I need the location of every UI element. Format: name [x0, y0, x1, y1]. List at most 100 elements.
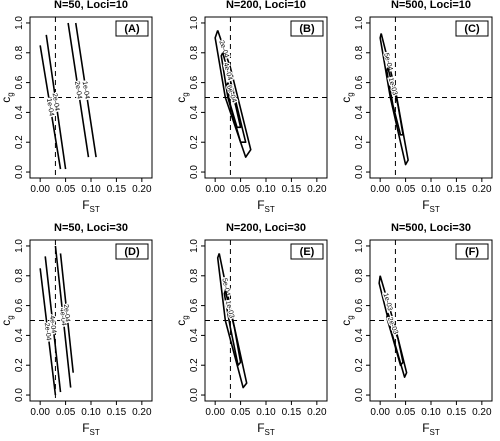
x-tick-label: 0.00: [30, 184, 50, 195]
panel-label: (B): [299, 23, 315, 35]
x-axis-label-main: F: [422, 198, 429, 212]
y-tick-label: 1.0: [354, 16, 365, 30]
contour-line: [220, 52, 247, 144]
contour-line: [385, 67, 404, 136]
panel: N=500, Loci=30 (F) 0.00 0.05 0.10 0.15 0.20 0.0…: [339, 222, 493, 437]
y-tick-label: 0.6: [354, 298, 365, 312]
x-axis-label-main: F: [257, 421, 264, 435]
panel-label: (D): [124, 246, 140, 258]
x-tick-label: 0.00: [30, 407, 50, 418]
x-axis-label: FST: [82, 421, 100, 437]
x-axis-label-sub: ST: [90, 205, 100, 214]
x-tick-label: 0.10: [421, 407, 441, 418]
y-axis-label-sub: g: [181, 315, 190, 319]
y-tick-label: 1.0: [189, 239, 200, 253]
panel: N=50, Loci=10 (A) 0.00 0.05 0.10 0.15 0.20 0.0 0…: [0, 0, 153, 214]
x-tick-label: 0.15: [447, 184, 467, 195]
contour-line: [214, 30, 252, 158]
y-tick-label: 0.8: [14, 45, 25, 59]
contour-line: [54, 245, 72, 388]
y-tick-label: 0.0: [189, 165, 200, 179]
x-axis-label-sub: ST: [430, 428, 440, 437]
contour-line: [379, 33, 409, 166]
y-tick-label: 0.4: [354, 328, 365, 342]
contour-line: [67, 22, 90, 158]
y-tick-label: 0.0: [354, 165, 365, 179]
contour-line: [59, 253, 75, 373]
contour-label: 4e-04: [48, 315, 57, 334]
contour-label: 2e-04: [62, 304, 71, 323]
y-axis-label: cg: [339, 315, 355, 325]
x-tick-label: 0.20: [307, 184, 327, 195]
x-tick-label: 0.15: [282, 407, 302, 418]
panel-title: N=50, Loci=30: [54, 222, 128, 234]
x-tick-label: 0.15: [107, 184, 127, 195]
y-tick-label: 0.8: [189, 45, 200, 59]
y-axis-label-sub: g: [181, 92, 190, 96]
x-tick-label: 0.00: [205, 184, 225, 195]
x-axis-label-sub: ST: [265, 428, 275, 437]
panel-label: (A): [124, 23, 140, 35]
y-tick-label: 0.2: [189, 358, 200, 372]
x-tick-label: 0.05: [56, 184, 76, 195]
y-tick-label: 0.0: [354, 388, 365, 402]
y-tick-label: 1.0: [189, 16, 200, 30]
x-tick-label: 0.10: [81, 184, 101, 195]
contour-line: [378, 275, 408, 378]
contour-label: 4e-04: [58, 308, 67, 327]
x-tick-label: 0.15: [107, 407, 127, 418]
panel-label-box: [455, 243, 489, 260]
x-tick-label: 0.05: [396, 184, 416, 195]
y-tick-label: 0.0: [14, 165, 25, 179]
x-tick-label: 0.00: [370, 407, 390, 418]
y-tick-label: 0.6: [14, 75, 25, 89]
panel-label-box: [290, 243, 324, 260]
x-tick-label: 0.10: [81, 407, 101, 418]
panel: N=200, Loci=30 (E) 0.00 0.05 0.10 0.15 0.20 0.0…: [174, 222, 328, 437]
contour-line: [45, 34, 67, 170]
y-tick-label: 0.6: [189, 75, 200, 89]
y-tick-label: 0.8: [189, 268, 200, 282]
x-tick-label: 0.15: [282, 184, 302, 195]
x-tick-label: 0.00: [205, 407, 225, 418]
contour-label: 2e-04: [51, 93, 60, 112]
x-axis-label: FST: [422, 198, 440, 214]
contour-line: [39, 45, 62, 170]
contour-line: [226, 82, 242, 129]
y-tick-label: 0.2: [14, 135, 25, 149]
y-axis-label-sub: g: [346, 92, 355, 96]
x-tick-label: 0.20: [132, 407, 152, 418]
y-axis-label: cg: [174, 315, 190, 325]
y-tick-label: 0.4: [14, 105, 25, 119]
y-tick-label: 0.8: [354, 268, 365, 282]
x-axis-label-sub: ST: [90, 428, 100, 437]
panel-title: N=500, Loci=30: [391, 222, 471, 234]
panel: N=500, Loci=10 (C) 0.00 0.05 0.10 0.15 0.20 0.0…: [339, 0, 493, 214]
panel-title: N=200, Loci=30: [226, 222, 306, 234]
panel-title: N=50, Loci=10: [54, 0, 128, 11]
x-axis-label-sub: ST: [430, 205, 440, 214]
x-tick-label: 0.20: [472, 407, 492, 418]
contour-label: 2e-04: [43, 322, 52, 341]
contour-line: [44, 256, 62, 393]
x-tick-label: 0.05: [231, 184, 251, 195]
panel-title: N=500, Loci=10: [391, 0, 471, 11]
contour-line: [74, 22, 97, 158]
y-axis-label-main: c: [0, 320, 13, 326]
x-axis-label: FST: [257, 198, 275, 214]
y-tick-label: 0.6: [189, 298, 200, 312]
y-tick-label: 0.8: [354, 45, 365, 59]
y-tick-label: 0.0: [14, 388, 25, 402]
panel: N=50, Loci=30 (D) 0.00 0.05 0.10 0.15 0.20 0.0 0…: [0, 222, 153, 437]
x-tick-label: 0.05: [231, 407, 251, 418]
y-tick-label: 0.2: [14, 358, 25, 372]
y-axis-label: cg: [174, 92, 190, 102]
x-axis-label: FST: [82, 198, 100, 214]
panel-label: (E): [300, 246, 315, 258]
y-axis-label-main: c: [174, 97, 188, 103]
y-axis-label-sub: g: [6, 92, 15, 96]
x-tick-label: 0.05: [396, 407, 416, 418]
y-tick-label: 0.6: [354, 75, 365, 89]
y-tick-label: 0.4: [14, 328, 25, 342]
